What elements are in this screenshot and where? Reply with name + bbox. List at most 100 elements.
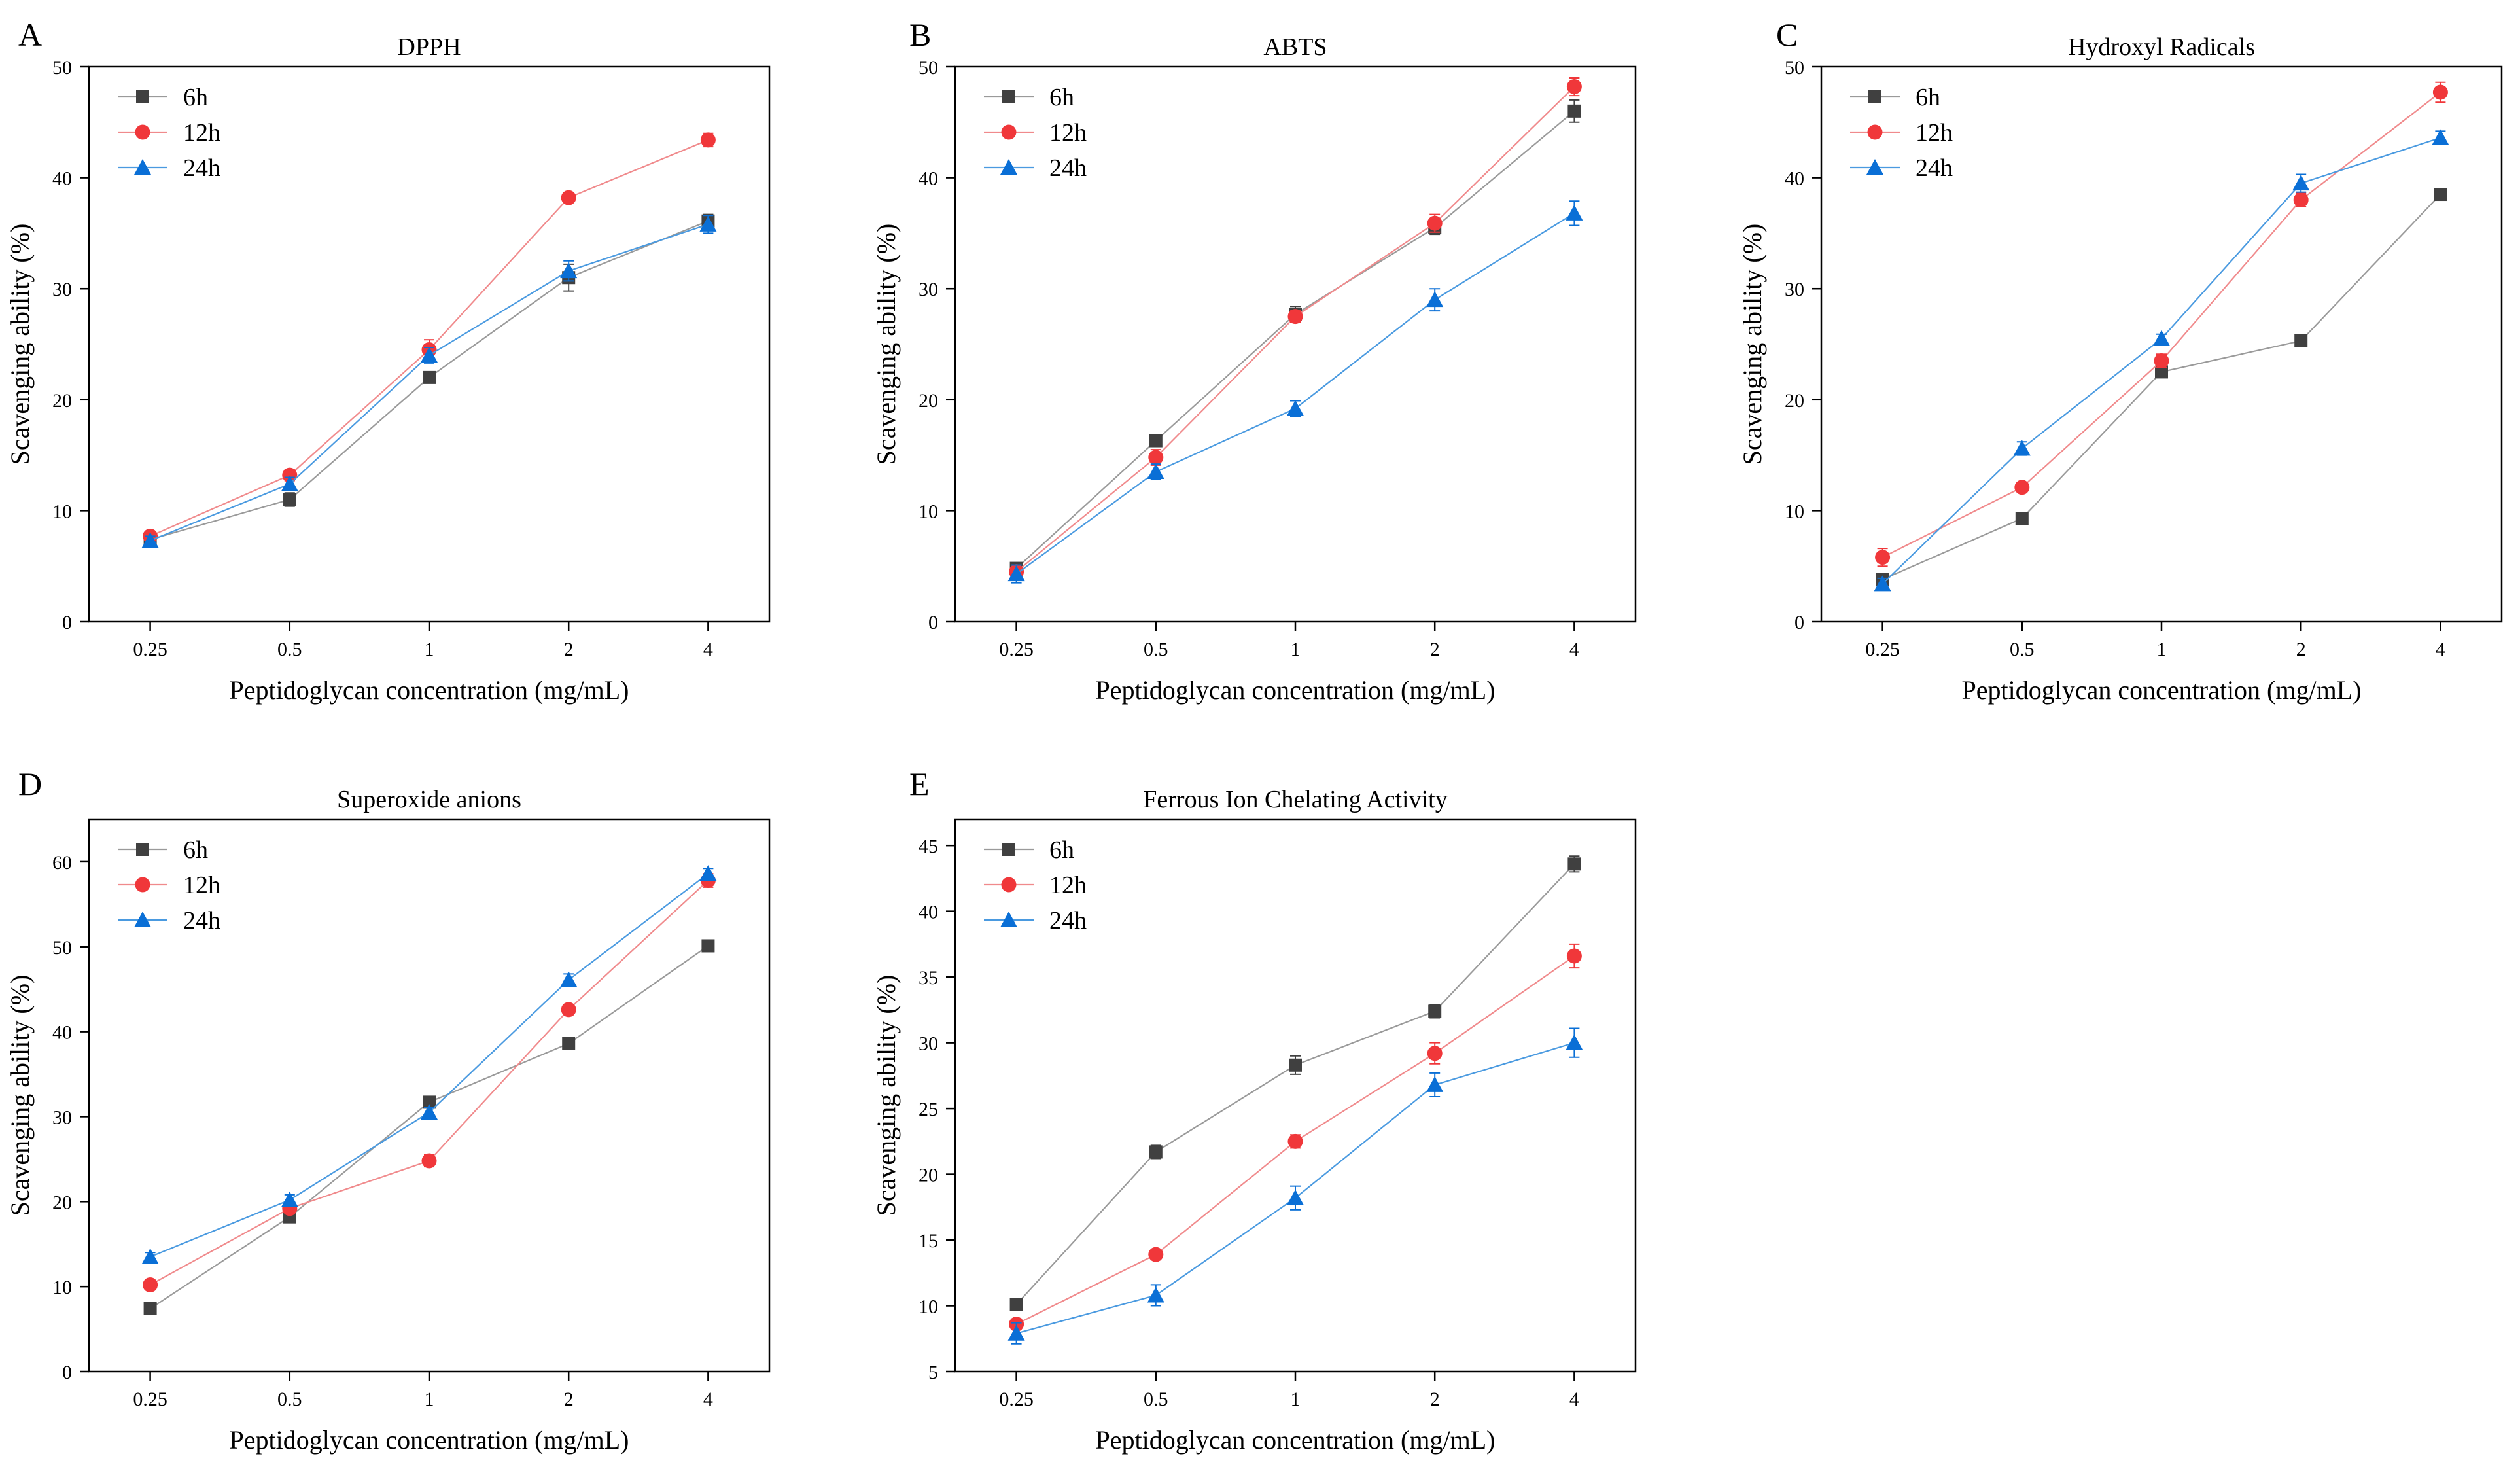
legend-label-12h: 12h [1049, 872, 1087, 899]
series-24h [1874, 129, 2449, 592]
x-tick-label: 2 [564, 639, 574, 660]
x-tick-label: 0.25 [133, 1389, 167, 1410]
legend-label-24h: 24h [183, 154, 220, 182]
chart-panel-b: B ABTS 0 10 20 30 40 50 0.25 0.5 1 2 4 Peptidoglycan … [871, 16, 1637, 705]
data-point-6h [1567, 857, 1581, 871]
legend-marker-12h [1867, 124, 1883, 140]
y-tick-label: 0 [928, 612, 938, 633]
series-6h [1876, 188, 2447, 586]
data-point-6h [2015, 512, 2029, 525]
data-point-24h [421, 1103, 438, 1120]
y-tick-label: 30 [919, 279, 938, 300]
y-tick-label: 0 [62, 1362, 72, 1383]
x-axis-label: Peptidoglycan concentration (mg/mL) [230, 675, 629, 705]
chart-title: DPPH [397, 33, 461, 61]
legend: 6h 12h 24h [118, 84, 220, 182]
data-point-12h [1427, 215, 1443, 231]
x-axis-label: Peptidoglycan concentration (mg/mL) [1096, 1425, 1496, 1455]
y-tick-label: 30 [52, 1107, 72, 1128]
legend-label-24h: 24h [1049, 907, 1087, 934]
data-point-6h [701, 939, 715, 953]
x-tick-label: 4 [703, 1389, 713, 1410]
legend-marker-24h [134, 912, 151, 927]
data-point-6h [562, 1037, 576, 1050]
data-point-24h [1147, 1286, 1164, 1303]
x-tick-label: 2 [2296, 639, 2306, 660]
data-point-6h [1009, 1298, 1023, 1311]
y-tick-label: 10 [1785, 501, 1804, 522]
data-point-24h [141, 1248, 159, 1264]
x-tick-label: 1 [2157, 639, 2167, 660]
data-point-6h [2434, 188, 2447, 202]
data-point-6h [283, 493, 296, 506]
legend-marker-6h [136, 90, 149, 103]
legend-label-24h: 24h [183, 907, 220, 934]
x-tick-label: 0.25 [999, 639, 1034, 660]
series-24h [1007, 1027, 1583, 1345]
legend-marker-12h [135, 124, 150, 140]
data-point-12h [2014, 480, 2030, 495]
panel-letter: E [909, 766, 930, 802]
data-point-6h [143, 1302, 157, 1315]
x-tick-label: 0.25 [1865, 639, 1900, 660]
x-tick-label: 4 [703, 639, 713, 660]
chart-panel-a: A DPPH 0 10 20 30 40 50 0.25 0.5 1 2 4 Peptidoglycan … [5, 16, 771, 705]
y-tick-label: 10 [919, 1296, 938, 1318]
data-point-12h [2293, 192, 2309, 208]
x-tick-label: 1 [1291, 639, 1301, 660]
data-point-24h [2153, 330, 2170, 346]
y-tick-label: 60 [52, 852, 72, 874]
y-tick-label: 5 [928, 1362, 938, 1383]
data-point-6h [2155, 365, 2168, 379]
data-point-24h [1007, 1324, 1025, 1341]
legend-label-6h: 6h [1916, 84, 1940, 111]
data-point-6h [2294, 334, 2308, 347]
panel-letter: C [1776, 16, 1798, 53]
legend-marker-24h [1866, 159, 1883, 175]
data-point-24h [1147, 463, 1164, 480]
legend: 6h 12h 24h [984, 84, 1087, 182]
data-point-12h [561, 1002, 576, 1018]
y-tick-label: 50 [1785, 57, 1804, 79]
y-tick-label: 35 [919, 967, 938, 989]
y-tick-label: 30 [1785, 279, 1804, 300]
x-tick-label: 1 [425, 1389, 434, 1410]
y-tick-label: 40 [52, 1022, 72, 1044]
legend-marker-12h [1001, 877, 1017, 893]
chart-panel-c: C Hydroxyl Radicals 0 10 20 30 40 50 0.25 0.5 1 2 4 P… [1738, 16, 2503, 705]
y-tick-label: 20 [1785, 390, 1804, 412]
data-point-24h [2432, 129, 2449, 145]
legend-marker-6h [1002, 90, 1015, 103]
x-tick-label: 2 [564, 1389, 574, 1410]
legend-label-24h: 24h [1916, 154, 1953, 182]
data-point-24h [1874, 575, 1891, 592]
y-tick-label: 30 [919, 1033, 938, 1055]
data-point-24h [560, 971, 578, 987]
data-point-24h [1566, 204, 1583, 221]
x-tick-label: 4 [1569, 639, 1579, 660]
x-axis-label: Peptidoglycan concentration (mg/mL) [1096, 675, 1496, 705]
y-tick-label: 0 [62, 612, 72, 633]
x-tick-label: 4 [2436, 639, 2445, 660]
data-point-24h [1007, 565, 1025, 582]
data-point-12h [421, 1153, 437, 1169]
data-point-12h [1148, 1247, 1164, 1262]
y-axis-label: Scavenging ability (%) [5, 975, 35, 1216]
chart-title: Hydroxyl Radicals [2068, 33, 2255, 61]
y-axis-label: Scavenging ability (%) [5, 224, 35, 465]
y-tick-label: 15 [919, 1230, 938, 1252]
y-tick-label: 25 [919, 1099, 938, 1120]
y-tick-label: 50 [52, 57, 72, 79]
data-point-24h [421, 346, 438, 363]
data-point-12h [1287, 1133, 1303, 1149]
series-6h [1009, 855, 1581, 1311]
data-point-24h [281, 475, 298, 491]
x-tick-label: 0.5 [1144, 639, 1168, 660]
x-tick-label: 2 [1430, 639, 1440, 660]
data-point-24h [1566, 1034, 1583, 1050]
data-point-6h [423, 370, 436, 384]
series-12h [143, 872, 716, 1293]
data-point-12h [2432, 84, 2448, 100]
legend-marker-6h [136, 843, 149, 856]
